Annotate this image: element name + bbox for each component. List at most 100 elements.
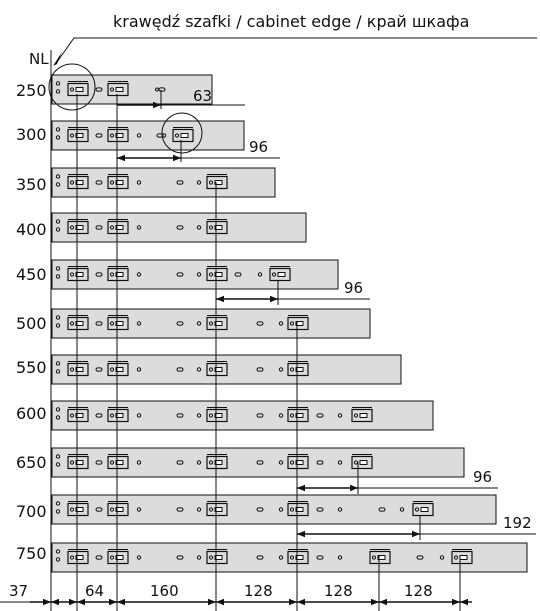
row-label: 650 [16,453,47,472]
oval-hole [156,133,164,138]
mounting-slot [206,174,228,190]
dimension-label: 192 [503,514,532,532]
hole [55,174,61,179]
oval-hole [176,321,184,326]
oval-hole [316,413,324,418]
hole [196,321,202,326]
row-label: 500 [16,314,47,333]
dimension-label: 96 [249,138,268,156]
hole [337,413,343,418]
mounting-slot [206,454,228,470]
dimension-label: 63 [193,87,212,105]
oval-hole [256,413,264,418]
hole [55,369,61,374]
mounting-slot [107,361,129,377]
hole [439,555,445,560]
oval-hole [95,225,103,230]
mounting-slot [412,501,434,517]
row-label: 250 [16,81,47,100]
rail [51,308,371,339]
hole [196,413,202,418]
title-leader-line [56,37,537,63]
mounting-slot [287,407,309,423]
mounting-slot [206,361,228,377]
hole [196,272,202,277]
oval-hole [176,180,184,185]
hole [55,219,61,224]
mounting-slot [369,549,391,565]
detail-circle [48,63,96,111]
bottom-dimension-label: 64 [85,582,104,600]
oval-hole [176,413,184,418]
rail [51,120,245,151]
mounting-slot [206,549,228,565]
mounting-slot [206,266,228,282]
hole [136,225,142,230]
oval-hole [256,507,264,512]
hole [136,507,142,512]
hole [55,454,61,459]
mounting-slot [67,501,89,517]
mounting-slot [67,81,89,97]
bottom-dimension-label: 128 [244,582,273,600]
oval-hole [95,133,103,138]
nl-label: NL [29,50,49,68]
mounting-slot [107,174,129,190]
mounting-slot [287,549,309,565]
row-label: 550 [16,358,47,377]
oval-hole [95,460,103,465]
oval-hole [316,507,324,512]
oval-hole [176,272,184,277]
hole [399,507,405,512]
oval-hole [95,413,103,418]
oval-hole [95,367,103,372]
oval-hole [95,555,103,560]
row-labels: 250 300 350 400 450 500 550 600 650 700 … [16,81,47,563]
hole [55,557,61,562]
reference-lines [76,90,461,611]
mounting-slot [67,361,89,377]
mounting-slot [107,501,129,517]
oval-hole [176,367,184,372]
row-label: 400 [16,220,47,239]
mounting-slot [206,315,228,331]
hole [196,367,202,372]
rail [51,212,307,243]
mounting-slot [206,219,228,235]
hole [196,507,202,512]
mounting-slot [107,549,129,565]
row-label: 750 [16,544,47,563]
hole [55,407,61,412]
mounting-slot [107,407,129,423]
hole [136,180,142,185]
hole [55,462,61,467]
hole [278,413,284,418]
oval-hole [95,507,103,512]
hole [136,321,142,326]
hole [196,460,202,465]
hole [337,507,343,512]
hole [55,415,61,420]
mounting-slot [67,315,89,331]
oval-hole [378,507,386,512]
bottom-dimension-label: 160 [150,582,179,600]
hole [196,555,202,560]
oval-hole [256,555,264,560]
hole [136,133,142,138]
mounting-slot [67,266,89,282]
bottom-dimension-label: 37 [9,582,28,600]
hole [278,460,284,465]
title-leader-arrowhead [53,52,62,66]
hole [136,555,142,560]
oval-hole [176,460,184,465]
mounting-slot [172,127,194,143]
mounting-slot [351,407,373,423]
dimension-label: 96 [344,279,363,297]
hole [55,266,61,271]
rails [51,74,528,573]
row-label: 300 [16,125,47,144]
cabinet-edge-title: krawędź szafki / cabinet edge / край шка… [113,12,469,31]
oval-hole [316,555,324,560]
oval-hole [95,180,103,185]
hole [136,413,142,418]
